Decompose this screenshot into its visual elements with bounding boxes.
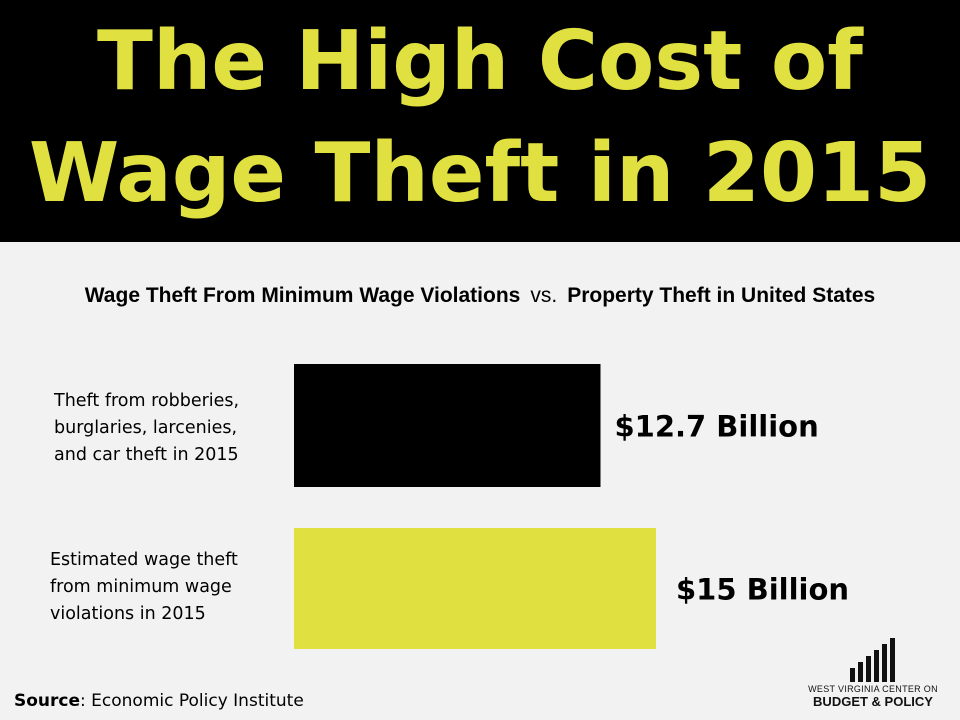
subtitle-vs: vs. [530, 284, 558, 307]
category-label-wage-theft: Estimated wage theft from minimum wage v… [50, 550, 238, 624]
title-line-1: The High Cost of [97, 14, 863, 109]
source-note: Source: Economic Policy Institute [14, 691, 304, 711]
data-label-property-theft: $12.7 Billion [614, 410, 818, 444]
source-colon: : [80, 691, 92, 711]
subtitle-left: Wage Theft From Minimum Wage Violations [84, 284, 521, 307]
data-label-wage-theft: $15 Billion [676, 573, 849, 607]
bar-property-theft [294, 364, 601, 487]
title-banner: The High Cost of Wage Theft in 2015 [0, 0, 960, 242]
bar-chart-logo-icon [850, 638, 895, 682]
source-text: Economic Policy Institute [91, 691, 304, 711]
source-label: Source [14, 691, 81, 711]
chart-subtitle: Wage Theft From Minimum Wage Violations v… [0, 284, 960, 308]
subtitle-right: Property Theft in United States [567, 284, 876, 307]
bar-wage-theft [294, 528, 656, 649]
category-label-property-theft: Theft from robberies, burglaries, larcen… [54, 391, 240, 465]
logo-text-line-1: WEST VIRGINIA CENTER ON [808, 684, 938, 694]
logo-text-line-2: BUDGET & POLICY [813, 694, 933, 709]
title-line-2: Wage Theft in 2015 [28, 126, 932, 221]
organization-logo: WEST VIRGINIA CENTER ON BUDGET & POLICY [798, 630, 948, 712]
